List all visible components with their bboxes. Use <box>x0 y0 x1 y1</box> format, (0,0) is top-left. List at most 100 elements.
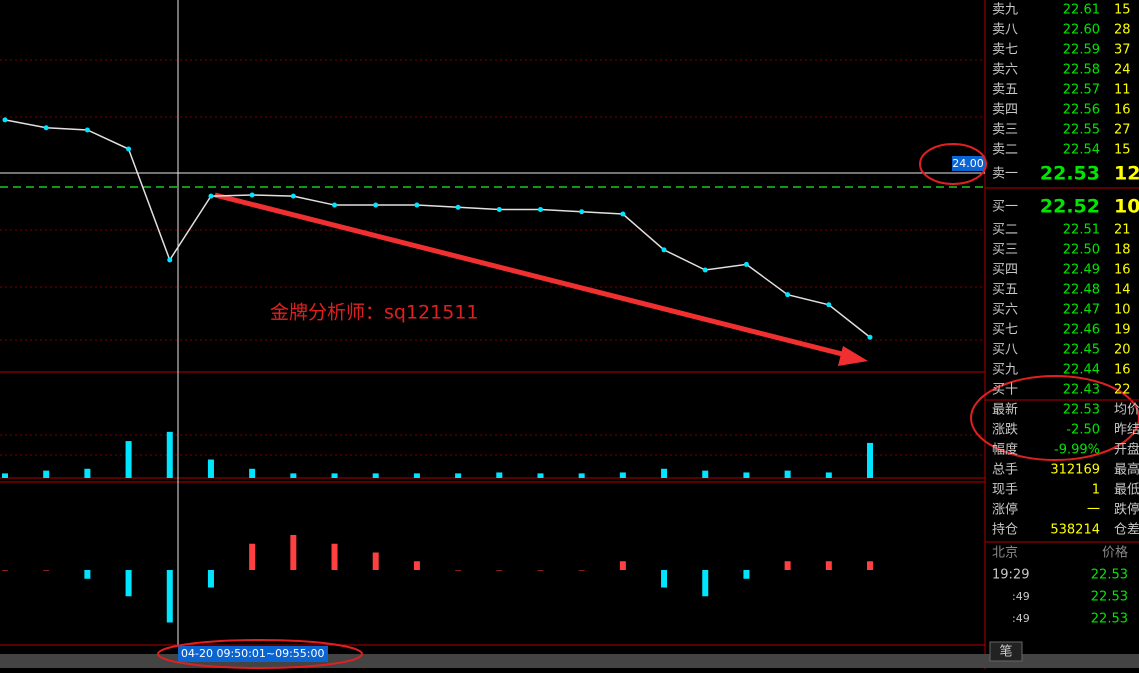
price-point <box>43 125 49 131</box>
bar <box>867 442 873 478</box>
stat-label: 现手 <box>992 483 1018 498</box>
price-point <box>208 193 214 199</box>
book-volume: 24 <box>1114 63 1131 78</box>
stat-value: 一 <box>1087 503 1100 518</box>
book-price: 22.47 <box>1063 303 1100 318</box>
bar <box>290 473 297 478</box>
stat-value: -9.99% <box>1054 443 1100 458</box>
book-label: 买四 <box>992 263 1018 278</box>
book-volume: 16 <box>1114 103 1131 118</box>
stat-value: 22.53 <box>1063 403 1100 418</box>
price-point <box>867 334 873 340</box>
watermark: 金牌分析师：sq121511 <box>270 302 479 324</box>
book-volume: 20 <box>1114 343 1131 358</box>
book-price: 22.61 <box>1063 3 1100 18</box>
price-point <box>826 302 832 308</box>
price-point <box>455 204 461 210</box>
bar <box>249 468 256 478</box>
bar <box>166 431 173 478</box>
tick-price: 22.53 <box>1091 590 1128 605</box>
book-price: 22.56 <box>1063 103 1100 118</box>
stat-value: -2.50 <box>1066 423 1100 438</box>
book-label: 卖九 <box>992 3 1018 18</box>
tick-header: 价格 <box>1102 545 1128 561</box>
price-point <box>537 207 543 213</box>
price-point <box>620 211 626 217</box>
book-volume: 15 <box>1114 3 1131 18</box>
book-volume: 10 <box>1114 303 1131 318</box>
book-volume: 19 <box>1114 323 1131 338</box>
book-price: 22.50 <box>1063 243 1100 258</box>
book-volume: 16 <box>1114 363 1131 378</box>
bar <box>207 570 214 588</box>
bar <box>578 473 585 478</box>
stat-label: 涨停 <box>992 502 1018 518</box>
price-point <box>579 209 585 215</box>
bar <box>537 570 544 571</box>
price-point <box>290 193 296 199</box>
book-price: 22.57 <box>1063 83 1100 98</box>
book-price: 22.48 <box>1063 283 1100 298</box>
book-volume: 22 <box>1114 383 1131 398</box>
bar <box>743 570 750 579</box>
bar <box>619 561 626 570</box>
book-volume: 15 <box>1114 143 1131 158</box>
price-point <box>743 261 749 267</box>
bar <box>578 570 585 571</box>
crosshair-time: 04-20 09:50:01~09:55:00 <box>181 647 324 660</box>
bar <box>331 543 338 570</box>
book-label: 买六 <box>992 303 1018 318</box>
crosshair-price: 24.00 <box>952 157 984 170</box>
book-volume: 28 <box>1114 23 1131 38</box>
price-point <box>373 202 379 208</box>
tab-label: 笔 <box>999 644 1012 660</box>
tick-price: 22.53 <box>1091 568 1128 583</box>
stat-label: 持仓 <box>992 523 1018 538</box>
bar <box>619 472 626 478</box>
bar <box>825 561 832 570</box>
book-price: 22.49 <box>1063 263 1100 278</box>
book-label: 买八 <box>992 343 1018 358</box>
stat-label: 涨跌 <box>992 422 1018 438</box>
book-price: 22.51 <box>1063 223 1100 238</box>
trend-arrow <box>214 192 851 359</box>
stat-value: 312169 <box>1050 463 1100 478</box>
bar <box>784 561 791 570</box>
book-label: 卖八 <box>992 23 1018 38</box>
stat-label: 仓差 <box>1114 523 1139 538</box>
tab[interactable] <box>989 641 1023 662</box>
book-label: 卖七 <box>992 43 1018 58</box>
book-price: 22.54 <box>1063 143 1100 158</box>
price-point <box>126 146 132 152</box>
bar <box>867 561 873 570</box>
annotation-circle <box>157 639 363 669</box>
book-volume: 16 <box>1114 263 1131 278</box>
book-label: 卖三 <box>992 123 1018 138</box>
book-volume: 18 <box>1114 243 1131 258</box>
bar <box>784 470 791 478</box>
bar <box>661 468 668 478</box>
annotation-circle <box>919 143 987 185</box>
tick-header: 北京 <box>992 546 1018 561</box>
crosshair-price-box <box>952 156 985 171</box>
grid <box>0 59 985 456</box>
book-price: 22.55 <box>1063 123 1100 138</box>
book-price: 22.60 <box>1063 23 1100 38</box>
bar <box>372 552 379 570</box>
book-label: 买七 <box>992 323 1018 338</box>
book-label: 卖一 <box>992 167 1018 182</box>
bar <box>43 570 50 571</box>
book-price: 22.46 <box>1063 323 1100 338</box>
bar <box>84 570 91 579</box>
book-label: 买二 <box>992 223 1018 238</box>
bar <box>207 459 214 478</box>
price-line <box>4 119 871 338</box>
bar <box>455 570 462 571</box>
price-point <box>702 267 708 273</box>
price-point <box>332 202 338 208</box>
tick-time: :49 <box>1012 590 1030 603</box>
book-label: 卖六 <box>992 63 1018 78</box>
book-label: 买三 <box>992 243 1018 258</box>
book-label: 买五 <box>992 283 1018 298</box>
